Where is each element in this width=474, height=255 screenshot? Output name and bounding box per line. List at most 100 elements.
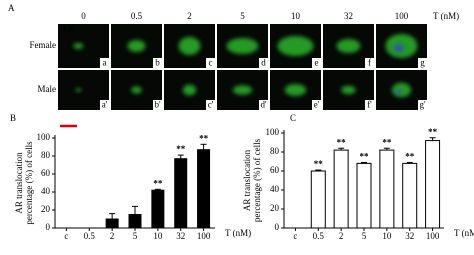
y-tick-label: 20 xyxy=(270,203,280,213)
significance: ** xyxy=(428,127,438,137)
concentration-label: 5 xyxy=(240,11,245,21)
x-tick-label: c xyxy=(64,231,68,241)
y-axis-label: AR translocation xyxy=(14,152,24,214)
y-tick-label: 80 xyxy=(41,150,51,160)
y-tick-label: 40 xyxy=(41,186,51,196)
panel-letter-bg xyxy=(312,100,321,110)
panel-letter: d' xyxy=(260,100,267,110)
panel-label: B xyxy=(10,113,16,123)
bar xyxy=(379,149,395,229)
significance: ** xyxy=(153,178,163,188)
y-tick-label: 100 xyxy=(37,132,51,142)
panel-letter-bg xyxy=(418,100,427,110)
concentration-label: 0.5 xyxy=(131,11,143,21)
bar xyxy=(151,189,165,229)
bar xyxy=(425,140,441,229)
panel-letter: f xyxy=(368,58,371,68)
bar xyxy=(197,149,211,229)
x-tick-label: 5 xyxy=(362,231,367,241)
error-bar xyxy=(132,205,138,215)
cell xyxy=(226,38,259,54)
panel-label: C xyxy=(290,113,296,123)
bar xyxy=(402,162,418,229)
row-label: Male xyxy=(38,84,57,94)
panel-letter-bg xyxy=(206,58,215,68)
x-tick-label: c xyxy=(293,231,297,241)
panel-letter: a' xyxy=(102,100,108,110)
error-bar xyxy=(429,137,436,141)
y-tick-label: 40 xyxy=(270,184,280,194)
x-axis-label: T (nM) xyxy=(454,228,474,238)
y-tick-label: 20 xyxy=(41,204,51,214)
error-bar xyxy=(406,161,413,164)
bar xyxy=(333,149,349,229)
cell xyxy=(131,86,142,94)
concentration-label: 10 xyxy=(291,11,301,21)
significance: ** xyxy=(199,133,209,143)
y-tick-label: 60 xyxy=(41,168,51,178)
panel-letter-bg xyxy=(100,100,109,110)
panel-letter-bg xyxy=(153,58,162,68)
panel-letter: g' xyxy=(419,100,426,110)
error-bar xyxy=(154,188,161,191)
significance: ** xyxy=(314,159,324,169)
cell xyxy=(232,85,253,95)
y-tick-label: 0 xyxy=(275,222,280,232)
y-axis-label: percentage (%) of cells xyxy=(252,138,262,222)
panel-letter-bg xyxy=(153,100,162,110)
panel-letter: e' xyxy=(314,100,320,110)
cell xyxy=(341,85,356,95)
panel-letter-bg xyxy=(312,58,321,68)
x-axis-label: T (nM) xyxy=(225,228,251,238)
y-tick-label: 0 xyxy=(46,222,51,232)
panel-letter: b' xyxy=(154,100,161,110)
concentration-label: 2 xyxy=(187,11,192,21)
panel-letter: c xyxy=(209,58,213,68)
concentration-label: 0 xyxy=(81,11,86,21)
error-bar xyxy=(338,147,345,151)
cell xyxy=(75,88,82,92)
panel-letter-bg xyxy=(100,58,109,68)
marker-label: AR xyxy=(61,24,74,34)
panel-letter: c' xyxy=(208,100,214,110)
x-tick-label: 5 xyxy=(133,231,138,241)
panel-letter-bg xyxy=(418,58,427,68)
x-tick-label: 10 xyxy=(153,231,163,241)
panel-letter-bg xyxy=(259,100,268,110)
y-tick-label: 100 xyxy=(266,127,280,137)
x-tick-label: 0.5 xyxy=(313,231,325,241)
panel-letter: a xyxy=(103,58,107,68)
y-tick-label: 80 xyxy=(270,146,280,156)
cell xyxy=(182,84,197,96)
significance: ** xyxy=(382,137,392,147)
panel-letter-bg xyxy=(259,58,268,68)
panel-letter: d xyxy=(261,58,266,68)
significance: ** xyxy=(176,144,186,154)
error-bar xyxy=(200,143,207,150)
x-tick-label: 2 xyxy=(339,231,344,241)
bar xyxy=(128,214,142,229)
bar xyxy=(356,162,372,229)
x-tick-label: 2 xyxy=(110,231,115,241)
nucleus xyxy=(395,89,402,95)
error-bar xyxy=(315,169,322,171)
cell xyxy=(391,82,412,98)
x-tick-label: 100 xyxy=(197,231,211,241)
panel-letter: g xyxy=(420,58,425,68)
x-tick-label: 100 xyxy=(426,231,440,241)
error-bar xyxy=(109,213,116,219)
panel-letter-bg xyxy=(365,58,374,68)
x-tick-label: 10 xyxy=(382,231,392,241)
x-tick-label: 32 xyxy=(176,231,185,241)
y-axis-label: percentage (%) of cells xyxy=(24,141,34,225)
bar xyxy=(310,170,326,229)
x-tick-label: 0.5 xyxy=(84,231,96,241)
y-tick-label: 60 xyxy=(270,165,280,175)
bar xyxy=(105,218,119,229)
cell xyxy=(127,40,146,52)
significance: ** xyxy=(405,152,415,162)
unit-label: T (nM) xyxy=(433,11,459,21)
cell xyxy=(277,36,314,56)
concentration-label: 32 xyxy=(344,11,353,21)
